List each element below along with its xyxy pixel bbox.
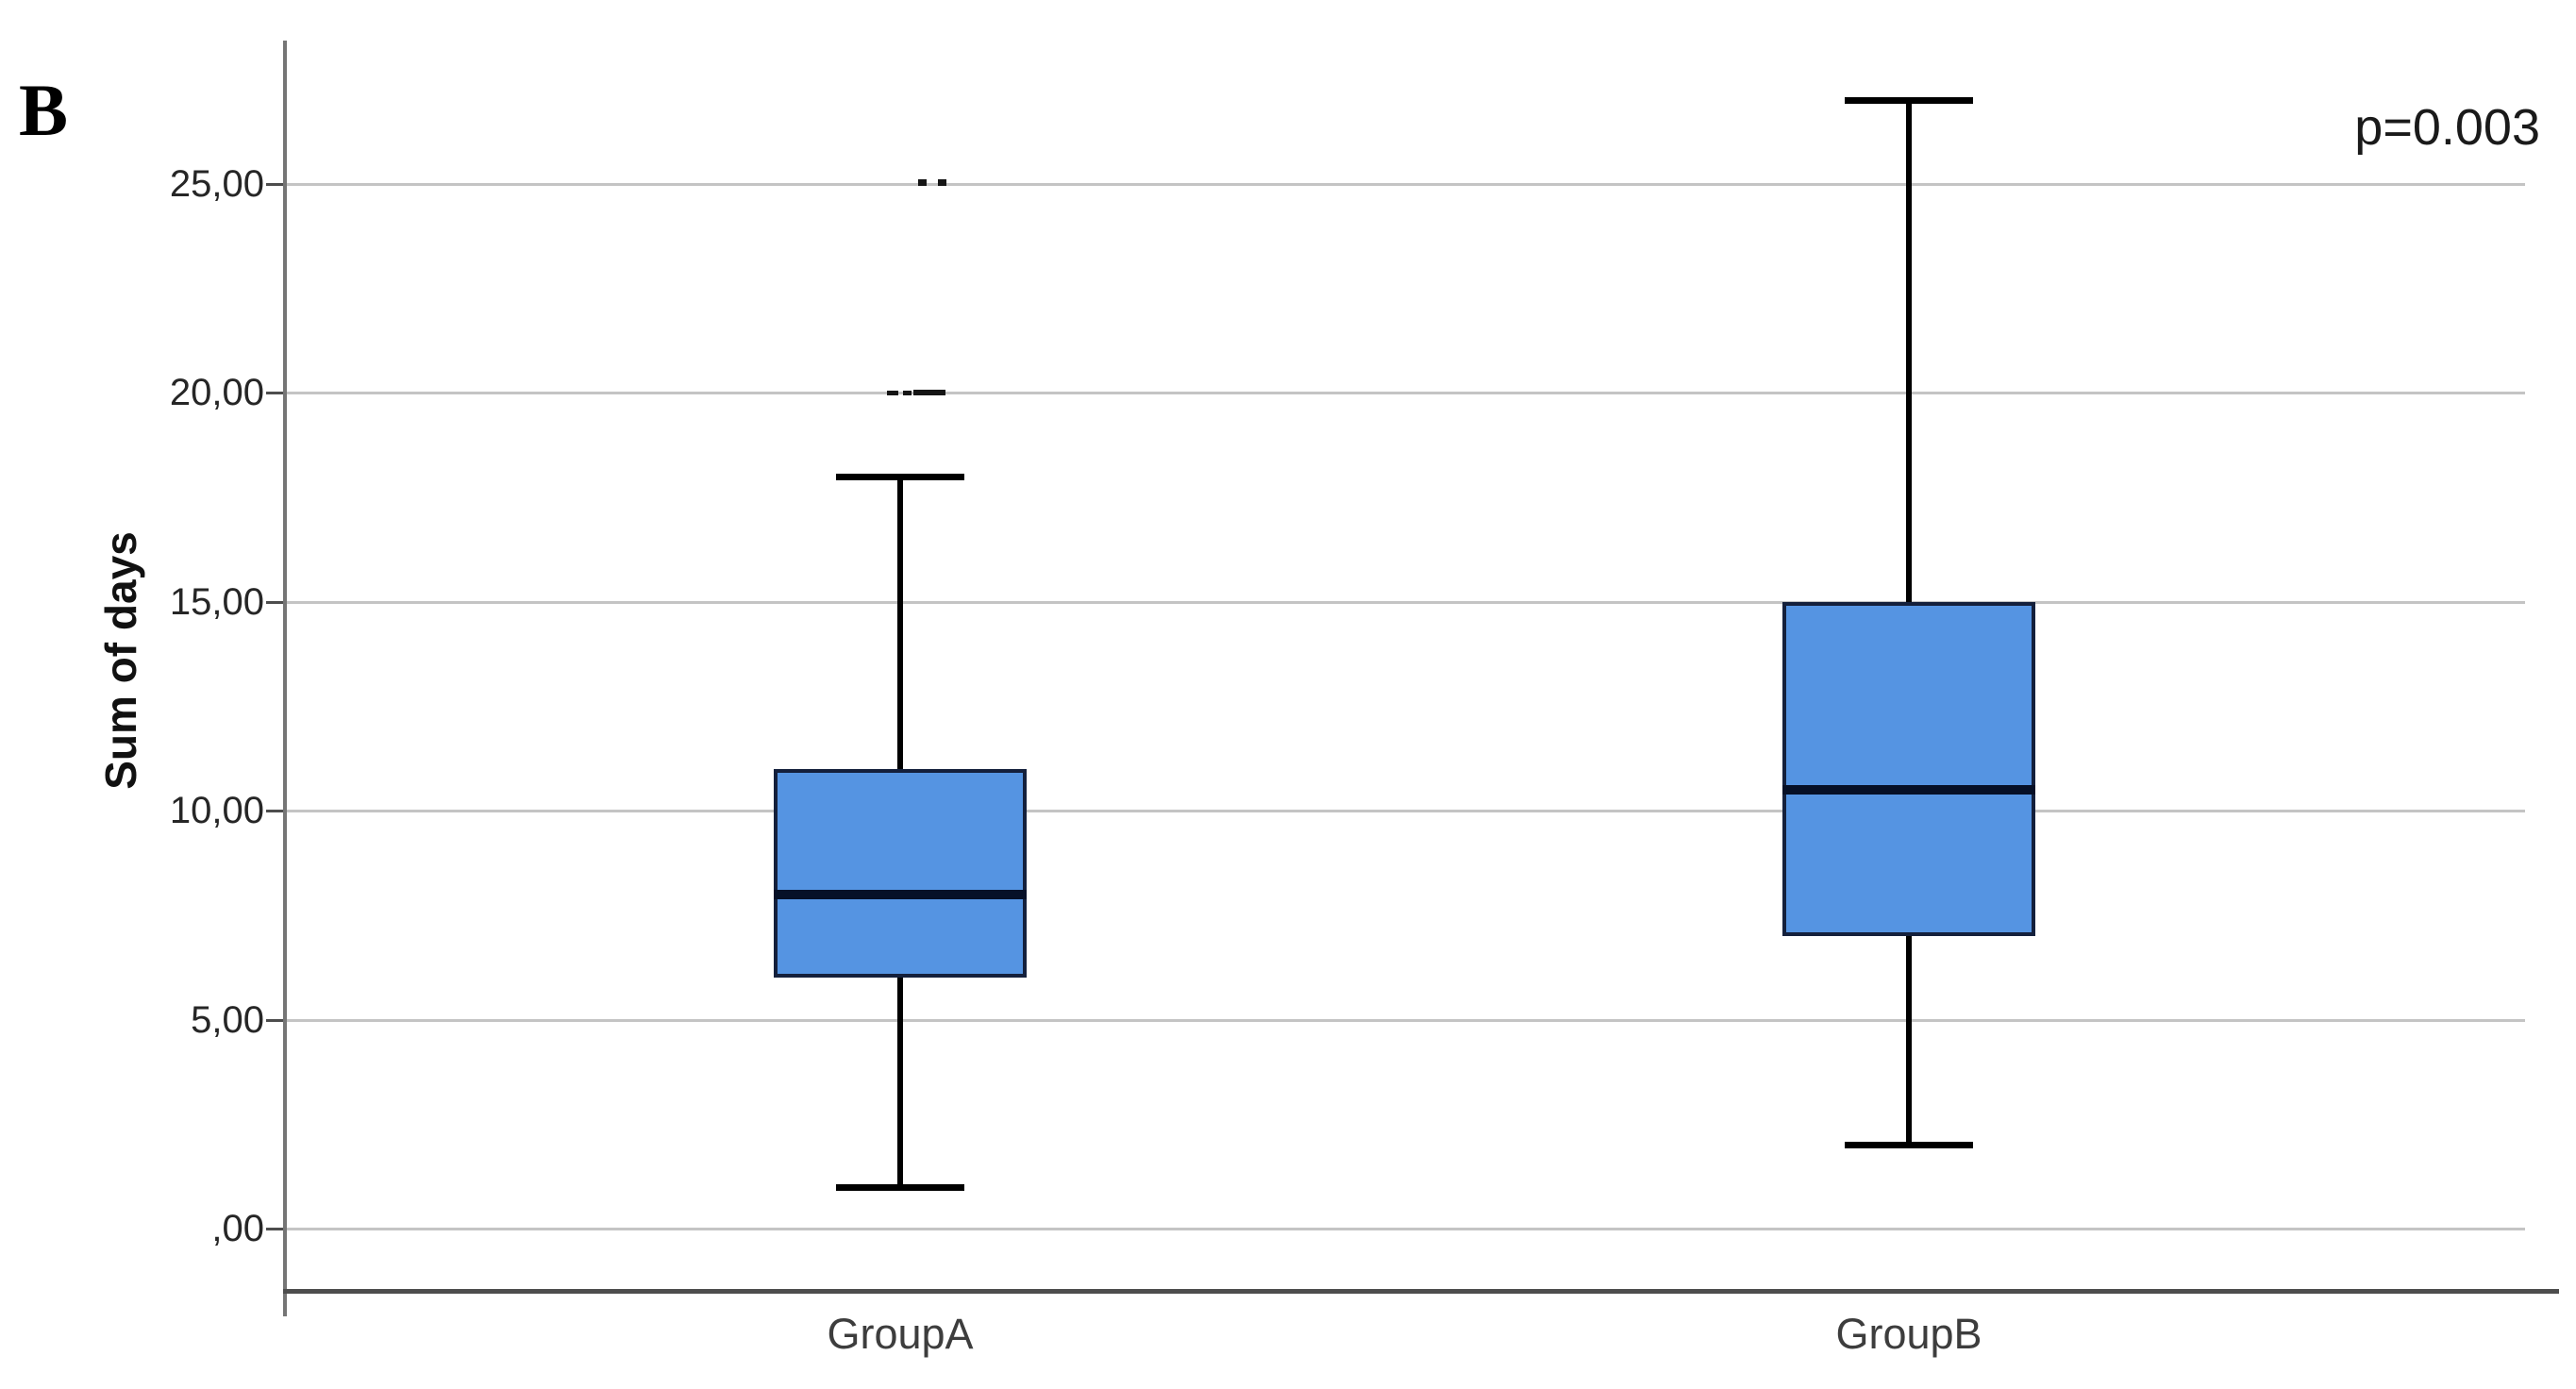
y-axis-title: Sum of days [96,531,145,790]
y-tick-label: ,00 [211,1208,264,1249]
y-tick-mark [266,810,285,813]
gridline [287,1018,2525,1022]
y-tick-label: 20,00 [169,372,264,414]
whisker-cap-bottom-groupa [836,1183,964,1191]
category-label-groupa: GroupA [827,1310,974,1358]
y-tick-mark [266,1228,285,1230]
x-axis-line [283,1289,2559,1294]
whisker-cap-top-groupa [836,473,964,480]
y-tick-label: 15,00 [169,580,264,623]
y-tick-label: 25,00 [169,163,264,205]
outlier-artifact [903,391,912,395]
y-tick-mark [266,183,285,186]
box-groupb [1782,601,2035,937]
p-value-annotation: p=0.003 [2354,99,2540,156]
whisker-cap-top-groupb [1845,97,1973,105]
whisker-cap-bottom-groupb [1845,1142,1973,1149]
panel-letter: B [19,69,69,151]
gridline [287,392,2525,395]
outlier-artifact [918,179,927,186]
outlier-artifact [887,391,898,395]
category-label-groupb: GroupB [1835,1310,1982,1358]
box-groupa [774,768,1027,979]
y-tick-mark [266,1018,285,1022]
gridline [287,810,2525,813]
y-tick-label: 5,00 [191,998,264,1041]
gridline [287,183,2525,186]
gridline [287,1228,2525,1230]
median-line-groupb [1782,785,2035,795]
y-tick-mark [266,392,285,395]
median-line-groupa [774,889,1027,899]
outlier-artifact [938,179,946,186]
y-tick-mark [266,600,285,604]
outlier-artifact [913,390,945,395]
y-axis-line [283,41,287,1316]
y-tick-label: 10,00 [169,790,264,832]
gridline [287,600,2525,604]
